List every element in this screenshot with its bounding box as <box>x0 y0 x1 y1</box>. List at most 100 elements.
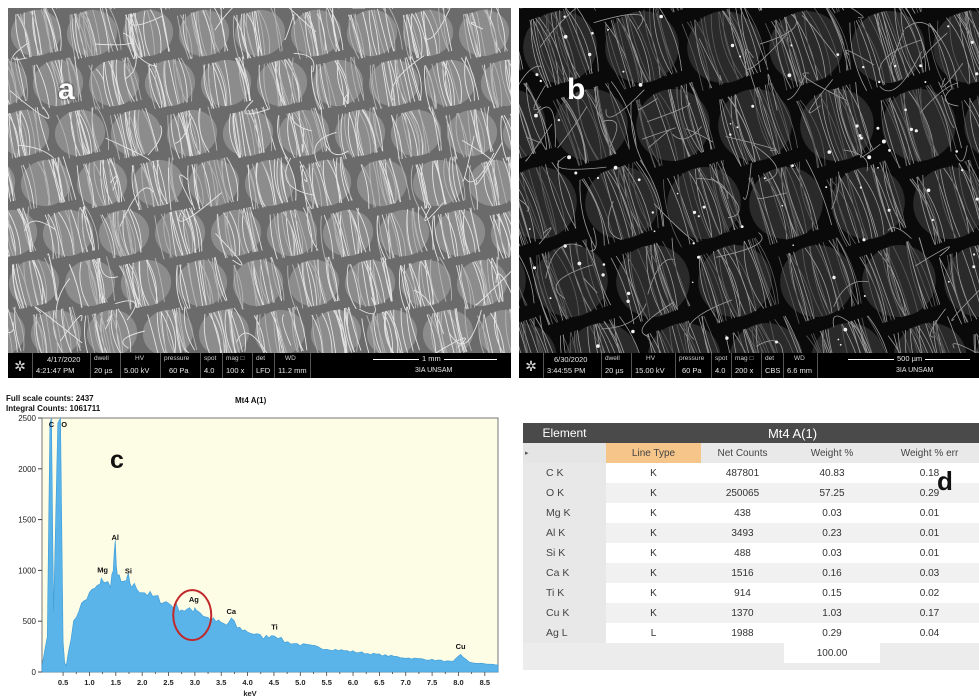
ag-highlight-circle <box>172 589 213 642</box>
line-type-cell: K <box>606 523 701 543</box>
scale-bar-label: 500 µm <box>894 354 926 363</box>
sem-image-a: a ✲ 4/17/2020 4:21:47 PM dwell 20 µs HV … <box>8 8 511 378</box>
det-value: LFD <box>256 366 271 375</box>
microscope-logo-icon: ✲ <box>14 358 26 374</box>
element-cell: Mg K <box>523 503 606 523</box>
weight-err-cell: 0.03 <box>880 563 979 583</box>
total-blank <box>606 643 701 663</box>
scale-bar-label: 1 mm <box>419 354 444 363</box>
line-type-cell: K <box>606 603 701 623</box>
line-type-cell: L <box>606 623 701 643</box>
sample-header: Mt4 A(1) <box>606 423 979 443</box>
pressure-label: pressure <box>164 355 190 362</box>
wd-label: WD <box>285 355 296 362</box>
total-weight: 100.00 <box>784 643 880 663</box>
total-row: 100.00 <box>523 643 979 663</box>
x-tick-label: 6.0 <box>348 678 358 687</box>
sem-image-b: b ✲ 6/30/2020 3:44:55 PM dwell 20 µs HV … <box>519 8 979 378</box>
dwell-value: 20 µs <box>605 366 624 375</box>
x-tick-label: 1.5 <box>111 678 121 687</box>
x-tick-label: 8.0 <box>453 678 463 687</box>
element-cell: Cu K <box>523 603 606 623</box>
microscope-logo-icon: ✲ <box>525 358 537 374</box>
element-cell: Si K <box>523 543 606 563</box>
x-tick-label: 0.5 <box>58 678 68 687</box>
net-counts-cell: 3493 <box>701 523 784 543</box>
peak-label: Ag <box>189 595 199 604</box>
y-tick-label: 0 <box>32 668 37 677</box>
mag-value: 100 x <box>226 366 245 375</box>
x-tick-label: 6.5 <box>374 678 384 687</box>
total-blank <box>880 643 979 663</box>
net-counts-cell: 1516 <box>701 563 784 583</box>
element-cell: O K <box>523 483 606 503</box>
line-type-cell: K <box>606 463 701 483</box>
element-cell: Ag L <box>523 623 606 643</box>
integral-counts: Integral Counts: 1061711 <box>6 404 101 413</box>
mag-label: mag □ <box>226 355 245 362</box>
weight-err-cell: 0.01 <box>880 523 979 543</box>
table-row: Ag L L 1988 0.29 0.04 <box>523 623 979 643</box>
weight-err-cell: 0.02 <box>880 583 979 603</box>
x-tick-label: 5.5 <box>321 678 331 687</box>
mag-label: mag □ <box>735 355 754 362</box>
net-counts-cell: 250065 <box>701 483 784 503</box>
mag-value: 200 x <box>735 366 754 375</box>
det-label: det <box>765 355 775 362</box>
hv-label: HV <box>646 355 656 362</box>
peak-label: Cu <box>456 642 466 651</box>
weight-cell: 1.03 <box>784 603 880 623</box>
dwell-label: dwell <box>94 355 109 362</box>
line-type-cell: K <box>606 563 701 583</box>
spectrum-title: Mt4 A(1) <box>235 396 267 405</box>
y-tick-label: 500 <box>23 617 37 626</box>
line-type-cell: K <box>606 483 701 503</box>
element-header: Element <box>523 423 606 443</box>
element-cell: Ca K <box>523 563 606 583</box>
y-tick-label: 2000 <box>18 465 36 474</box>
peak-label: Ti <box>271 622 278 631</box>
x-tick-label: 5.0 <box>295 678 305 687</box>
weight-cell: 0.15 <box>784 583 880 603</box>
net-counts-cell: 487801 <box>701 463 784 483</box>
weight-cell: 40.83 <box>784 463 880 483</box>
net-counts-cell: 914 <box>701 583 784 603</box>
spectrum-area <box>41 416 499 673</box>
x-tick-label: 1.0 <box>84 678 94 687</box>
weight-cell: 0.23 <box>784 523 880 543</box>
element-cell: Al K <box>523 523 606 543</box>
element-composition-table: Element Mt4 A(1) ▸ Line Type Net Counts … <box>523 423 979 663</box>
lab-label: 3IA UNSAM <box>415 367 453 374</box>
peak-label: Ca <box>226 607 236 616</box>
sem-micrograph-woven-fabric <box>8 8 511 353</box>
x-tick-label: 7.5 <box>427 678 437 687</box>
y-tick-label: 1000 <box>18 566 36 575</box>
net-counts-cell: 488 <box>701 543 784 563</box>
table-row: Cu K K 1370 1.03 0.17 <box>523 603 979 623</box>
det-label: det <box>256 355 266 362</box>
peak-label: C <box>49 420 55 429</box>
pressure-value: 60 Pa <box>682 366 702 375</box>
full-scale-counts: Full scale counts: 2437 <box>6 394 94 403</box>
fiber-bundles <box>8 8 511 353</box>
line-type-cell: K <box>606 543 701 563</box>
peak-label: O <box>61 420 67 429</box>
wd-label: WD <box>794 355 805 362</box>
total-blank <box>523 643 606 663</box>
y-tick-label: 2500 <box>18 414 36 423</box>
col-weight-err: Weight % err <box>880 443 979 463</box>
lab-label: 3IA UNSAM <box>896 367 934 374</box>
sem-time: 3:44:55 PM <box>547 366 586 375</box>
fiber-bundles <box>519 8 979 353</box>
eds-spectrum-panel: Full scale counts: 2437 Integral Counts:… <box>4 392 500 699</box>
peak-label: Mg <box>97 566 108 575</box>
element-cell: C K <box>523 463 606 483</box>
net-counts-cell: 1988 <box>701 623 784 643</box>
table-row: Si K K 488 0.03 0.01 <box>523 543 979 563</box>
peak-label: Al <box>112 533 120 542</box>
table-row: O K K 250065 57.25 0.29 <box>523 483 979 503</box>
line-type-cell: K <box>606 503 701 523</box>
sem-date: 6/30/2020 <box>554 355 588 364</box>
col-net-counts: Net Counts <box>701 443 784 463</box>
hv-label: HV <box>135 355 145 362</box>
